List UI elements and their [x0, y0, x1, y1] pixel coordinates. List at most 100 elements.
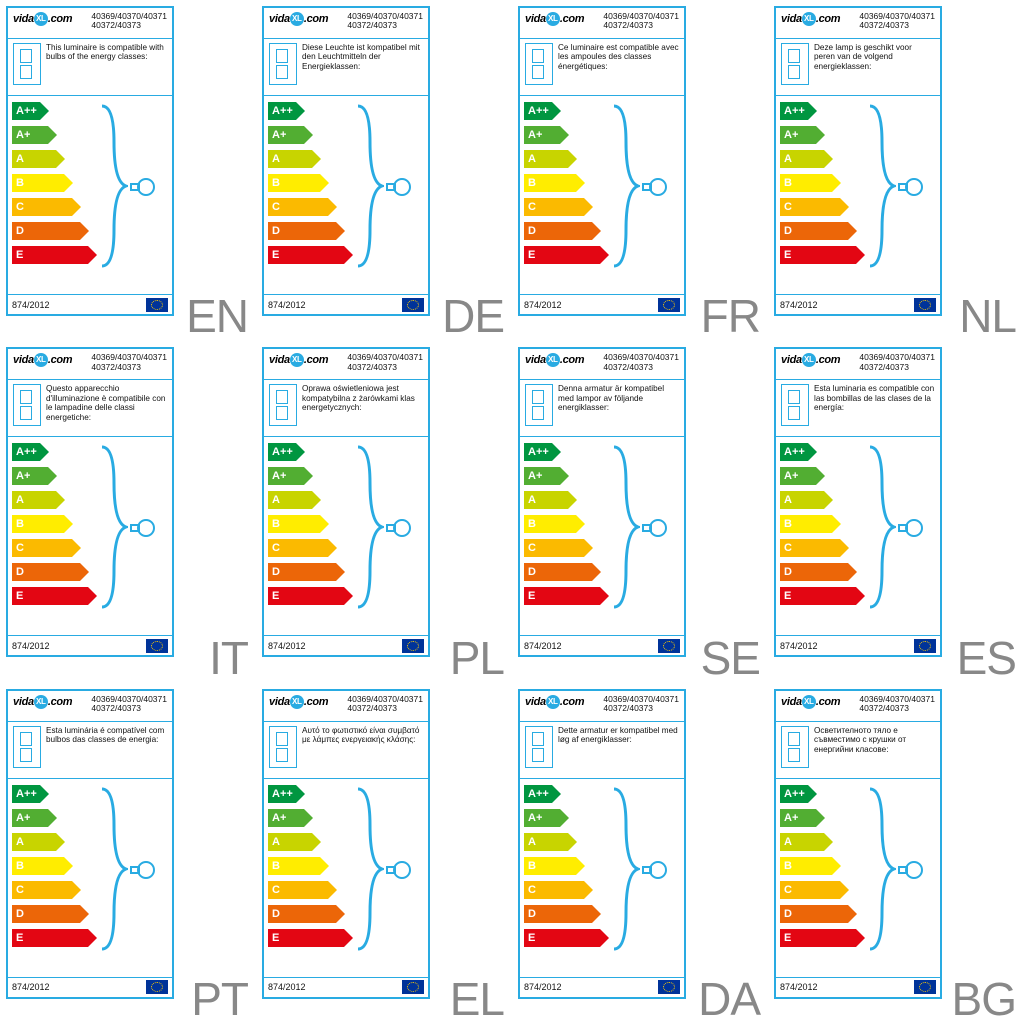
bulb-icon	[898, 176, 924, 198]
bulb-icon	[386, 517, 412, 539]
energy-class-row: A	[268, 491, 312, 509]
energy-class-row: C	[268, 539, 328, 557]
energy-class-label: A++	[272, 446, 293, 458]
energy-class-arrow: E	[12, 929, 88, 947]
compatibility-info: Questo apparecchio d'illuminazione è com…	[8, 380, 172, 436]
energy-class-label: E	[272, 590, 279, 602]
energy-class-label: D	[784, 225, 792, 237]
compatibility-text: Αυτό το φωτιστικό είναι συμβατό με λάμπε…	[302, 726, 423, 745]
energy-class-label: A+	[784, 812, 798, 824]
energy-class-row: A	[524, 491, 568, 509]
energy-class-label: A+	[784, 129, 798, 141]
energy-class-label: A++	[784, 788, 805, 800]
fixture-icon	[525, 43, 553, 85]
energy-class-label: C	[16, 542, 24, 554]
label-cell-da: vidaXL.com40369/40370/4037140372/40373De…	[512, 683, 768, 1024]
label-header: vidaXL.com40369/40370/4037140372/40373	[520, 8, 684, 38]
energy-class-row: C	[524, 539, 584, 557]
energy-class-arrow: B	[12, 515, 64, 533]
energy-class-label: A	[784, 836, 792, 848]
energy-class-label: D	[16, 908, 24, 920]
energy-class-row: D	[12, 222, 80, 240]
energy-class-arrow: B	[268, 174, 320, 192]
energy-class-arrow: E	[780, 246, 856, 264]
language-code: PL	[450, 631, 504, 685]
eu-flag-icon	[146, 980, 168, 994]
energy-class-label: C	[528, 884, 536, 896]
energy-class-arrow: A++	[12, 443, 40, 461]
compatibility-text: Ce luminaire est compatible avec les amp…	[558, 43, 679, 71]
regulation-text: 874/2012	[12, 300, 50, 310]
energy-class-label: D	[528, 566, 536, 578]
energy-classes-chart: A++A+ABCDE	[776, 98, 940, 278]
bulb-icon	[130, 859, 156, 881]
bracket-icon	[612, 785, 640, 953]
compatibility-info: Осветителното тяло е съвместимо с крушки…	[776, 722, 940, 778]
compatibility-info: Oprawa oświetleniowa jest kompatybilna z…	[264, 380, 428, 436]
brand-logo: vidaXL.com	[13, 353, 72, 367]
energy-class-arrow: C	[780, 539, 840, 557]
label-header: vidaXL.com40369/40370/4037140372/40373	[8, 349, 172, 379]
energy-classes-chart: A++A+ABCDE	[8, 98, 172, 278]
energy-class-label: A++	[272, 788, 293, 800]
label-header: vidaXL.com40369/40370/4037140372/40373	[520, 691, 684, 721]
regulation-text: 874/2012	[780, 300, 818, 310]
regulation-text: 874/2012	[12, 982, 50, 992]
fixture-icon	[13, 384, 41, 426]
energy-class-arrow: D	[780, 222, 848, 240]
energy-class-row: A+	[780, 126, 816, 144]
compatibility-info: Ce luminaire est compatible avec les amp…	[520, 39, 684, 95]
brand-logo: vidaXL.com	[269, 695, 328, 709]
label-header: vidaXL.com40369/40370/4037140372/40373	[264, 8, 428, 38]
energy-class-arrow: A	[12, 150, 56, 168]
regulation-text: 874/2012	[524, 641, 562, 651]
energy-class-arrow: A++	[524, 785, 552, 803]
energy-label: vidaXL.com40369/40370/4037140372/40373Di…	[262, 6, 430, 316]
compatibility-info: Dette armatur er kompatibel med løg af e…	[520, 722, 684, 778]
energy-class-row: A+	[780, 467, 816, 485]
energy-class-arrow: B	[268, 515, 320, 533]
energy-class-arrow: D	[524, 905, 592, 923]
energy-class-label: D	[784, 566, 792, 578]
energy-class-arrow: A+	[268, 126, 304, 144]
energy-class-label: A+	[16, 129, 30, 141]
energy-class-row: B	[12, 857, 64, 875]
energy-class-label: C	[272, 884, 280, 896]
energy-class-row: C	[780, 198, 840, 216]
energy-class-arrow: E	[268, 587, 344, 605]
energy-class-label: A+	[16, 812, 30, 824]
energy-class-arrow: A+	[268, 467, 304, 485]
energy-class-arrow: A	[268, 833, 312, 851]
energy-class-row: A+	[268, 809, 304, 827]
label-header: vidaXL.com40369/40370/4037140372/40373	[776, 691, 940, 721]
energy-class-label: A++	[784, 105, 805, 117]
energy-class-arrow: E	[12, 587, 88, 605]
energy-class-row: A+	[12, 126, 48, 144]
energy-class-arrow: A	[524, 491, 568, 509]
energy-class-row: A++	[12, 785, 40, 803]
label-header: vidaXL.com40369/40370/4037140372/40373	[776, 349, 940, 379]
regulation-text: 874/2012	[780, 641, 818, 651]
energy-class-row: E	[524, 587, 600, 605]
energy-class-arrow: E	[268, 929, 344, 947]
energy-label: vidaXL.com40369/40370/4037140372/40373Αυ…	[262, 689, 430, 999]
brand-logo: vidaXL.com	[781, 353, 840, 367]
energy-class-row: E	[780, 929, 856, 947]
energy-class-label: A+	[528, 129, 542, 141]
energy-class-arrow: B	[12, 174, 64, 192]
energy-class-arrow: C	[12, 198, 72, 216]
energy-class-label: A	[784, 153, 792, 165]
energy-label: vidaXL.com40369/40370/4037140372/40373Ос…	[774, 689, 942, 999]
energy-class-arrow: C	[268, 881, 328, 899]
energy-class-label: A++	[784, 446, 805, 458]
energy-class-row: C	[524, 198, 584, 216]
energy-class-arrow: A	[12, 491, 56, 509]
energy-class-arrow: A++	[524, 102, 552, 120]
energy-class-label: E	[16, 590, 23, 602]
regulation-text: 874/2012	[524, 982, 562, 992]
energy-class-row: A	[780, 833, 824, 851]
brand-logo: vidaXL.com	[525, 353, 584, 367]
energy-class-arrow: C	[780, 198, 840, 216]
energy-class-label: D	[272, 225, 280, 237]
eu-flag-icon	[146, 298, 168, 312]
